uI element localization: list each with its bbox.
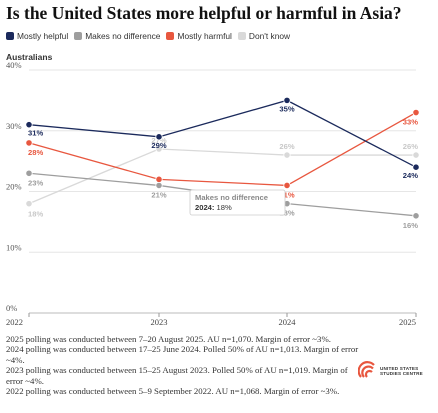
data-label-makes-no-difference: 21%	[151, 190, 166, 199]
legend: Mostly helpful Makes no difference Mostl…	[6, 31, 296, 41]
x-tick-label: 2024	[279, 317, 297, 327]
legend-swatch-mostly-helpful	[6, 32, 14, 40]
data-label-mostly-helpful: 24%	[403, 171, 418, 180]
data-point-mostly-harmful	[283, 181, 291, 190]
data-label-makes-no-difference: 18%	[279, 209, 294, 218]
data-label-mostly-helpful: 35%	[279, 104, 294, 113]
tooltip-value: 2024: 18%	[195, 203, 232, 212]
data-label-mostly-harmful: 21%	[279, 190, 294, 199]
ussc-logo-mark	[358, 361, 375, 378]
data-label-don-t-know: 26%	[403, 142, 418, 151]
tooltip-number: 18%	[214, 203, 232, 212]
data-label-don-t-know: 27%	[151, 136, 166, 145]
x-tick-label: 2022	[6, 317, 23, 327]
data-label-makes-no-difference: 23%	[28, 178, 43, 187]
footnote-2022: 2022 polling was conducted between 5–9 S…	[6, 386, 340, 397]
data-point-makes-no-difference	[412, 212, 420, 220]
legend-item-dont-know[interactable]: Don't know	[237, 31, 291, 41]
legend-item-makes-no-difference[interactable]: Makes no difference	[74, 31, 160, 41]
footnote-2024: 2024 polling was conducted between 17–25…	[6, 344, 359, 365]
data-point-mostly-helpful	[283, 96, 291, 104]
data-point-mostly-harmful	[412, 108, 420, 117]
legend-item-mostly-harmful[interactable]: Mostly harmful	[166, 31, 232, 41]
legend-swatch-dont-know	[237, 32, 246, 40]
legend-label-dont-know: Don't know	[248, 31, 291, 41]
data-point-mostly-harmful	[25, 139, 33, 147]
footnote-2025: 2025 polling was conducted between 7–20 …	[6, 334, 331, 344]
logo-text-line2: STUDIES CENTRE	[380, 371, 423, 376]
data-point-don-t-know	[25, 200, 33, 208]
footnote-2023: 2023 polling was conducted between 15–25…	[6, 365, 348, 386]
data-point-mostly-harmful	[155, 175, 163, 183]
data-point-mostly-helpful	[155, 133, 163, 141]
data-label-mostly-helpful: 29%	[151, 141, 166, 150]
data-point-makes-no-difference	[155, 181, 163, 190]
series-line-don-t-know	[28, 148, 416, 205]
series-line-mostly-harmful	[28, 111, 417, 187]
data-point-don-t-know	[283, 151, 291, 159]
tooltip-box	[189, 189, 286, 216]
legend-label-makes-no-difference: Makes no difference	[85, 31, 161, 41]
x-tick-label: 2025	[399, 317, 416, 327]
x-tick-label: 2023	[151, 317, 168, 327]
y-tick-label: 0%	[6, 303, 17, 313]
legend-label-mostly-harmful: Mostly harmful	[177, 31, 232, 41]
y-tick-label: 30%	[6, 121, 22, 131]
footnotes: 2025 polling was conducted between 7–20 …	[6, 334, 361, 396]
data-label-mostly-harmful: 33%	[403, 118, 418, 127]
y-tick-label: 40%	[6, 60, 22, 70]
legend-label-mostly-helpful: Mostly helpful	[17, 31, 69, 41]
ussc-logo: UNITED STATES STUDIES CENTRE	[358, 361, 436, 381]
data-label-don-t-know: 26%	[279, 142, 294, 151]
legend-swatch-mostly-harmful	[166, 32, 175, 40]
data-point-mostly-helpful	[412, 163, 420, 171]
logo-text-line1: UNITED STATES	[380, 365, 419, 371]
data-point-makes-no-difference	[25, 169, 33, 177]
data-label-don-t-know: 18%	[28, 210, 43, 219]
series-line-mostly-helpful	[28, 99, 417, 168]
tooltip-year: 2024:	[195, 203, 214, 212]
data-label-mostly-harmful: 28%	[28, 148, 43, 157]
legend-swatch-makes-no-difference	[74, 32, 83, 40]
tooltip-series: Makes no difference	[195, 193, 268, 202]
data-label-mostly-helpful: 31%	[28, 129, 43, 138]
data-point-don-t-know	[155, 145, 163, 153]
y-tick-label: 20%	[6, 182, 22, 192]
data-label-makes-no-difference: 16%	[403, 221, 418, 230]
chart-title: Is the United States more helpful or har…	[6, 3, 402, 23]
data-point-mostly-helpful	[25, 121, 33, 129]
legend-item-mostly-helpful[interactable]: Mostly helpful	[6, 31, 68, 41]
chart-subtitle: Australians	[6, 52, 53, 62]
data-point-don-t-know	[412, 151, 420, 159]
y-tick-label: 10%	[6, 242, 22, 252]
